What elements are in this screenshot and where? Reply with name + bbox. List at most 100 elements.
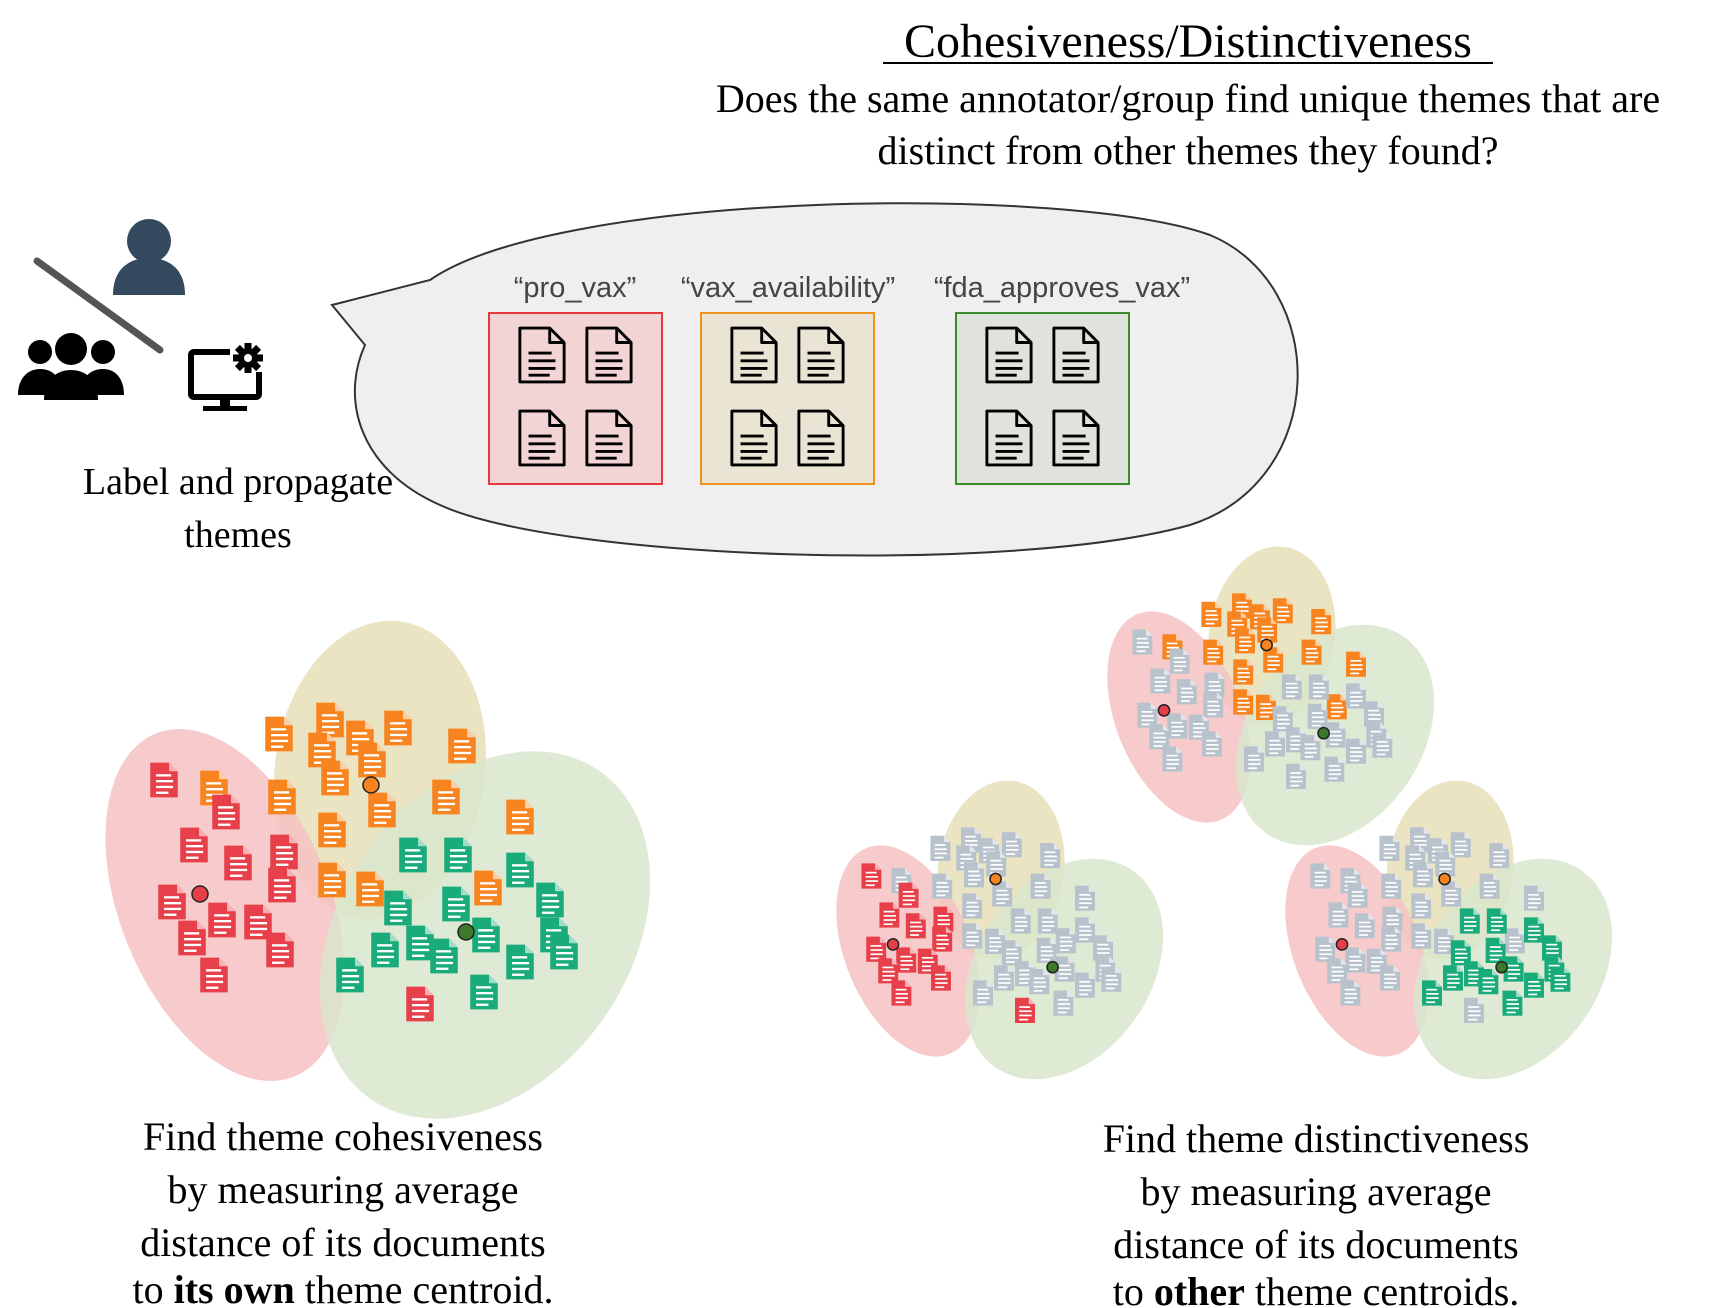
document-marker bbox=[1328, 902, 1349, 928]
document-marker bbox=[1265, 731, 1285, 757]
document-marker bbox=[1263, 647, 1284, 673]
theme-box bbox=[488, 312, 663, 485]
distinctiveness-cluster-plot-green bbox=[1285, 780, 1613, 1080]
document-marker bbox=[973, 980, 993, 1006]
centroid-marker bbox=[886, 938, 900, 951]
document-marker bbox=[1524, 885, 1544, 911]
caption-line: to its own theme centroid. bbox=[132, 1267, 553, 1308]
document-marker bbox=[1281, 674, 1302, 700]
document-marker bbox=[1256, 694, 1276, 720]
document-marker bbox=[1272, 598, 1293, 624]
person-icon bbox=[113, 219, 185, 295]
document-marker bbox=[1132, 629, 1153, 655]
document-marker bbox=[1203, 692, 1224, 718]
document-marker bbox=[1053, 990, 1074, 1016]
document-marker bbox=[1486, 908, 1507, 934]
document-marker bbox=[932, 873, 953, 899]
caption-line: Find theme cohesiveness bbox=[143, 1114, 543, 1159]
document-marker bbox=[1235, 628, 1255, 654]
document-marker bbox=[200, 957, 228, 993]
document-marker bbox=[992, 881, 1013, 907]
document-marker bbox=[861, 863, 882, 889]
document-marker bbox=[474, 870, 502, 906]
document-marker bbox=[1169, 648, 1190, 674]
document-marker bbox=[1233, 689, 1254, 715]
document-marker bbox=[1459, 908, 1480, 934]
document-marker bbox=[1325, 722, 1346, 748]
document-marker bbox=[1162, 746, 1183, 772]
document-marker bbox=[1301, 639, 1322, 665]
document-marker bbox=[1075, 917, 1095, 943]
actors-label-line-2: themes bbox=[184, 514, 292, 556]
theme-label: “fda_approves_vax” bbox=[934, 272, 1190, 304]
document-marker bbox=[1443, 965, 1463, 991]
document-marker bbox=[1478, 969, 1499, 995]
document-marker bbox=[318, 862, 346, 898]
document-marker bbox=[1036, 937, 1057, 963]
document-marker bbox=[1233, 659, 1254, 685]
document-marker bbox=[224, 845, 252, 881]
document-marker bbox=[316, 702, 344, 738]
centroid-marker bbox=[1335, 938, 1349, 951]
document-marker bbox=[962, 923, 983, 949]
document-marker bbox=[444, 837, 472, 873]
document-marker bbox=[1435, 851, 1456, 877]
document-marker bbox=[308, 732, 336, 768]
centroid-marker bbox=[989, 872, 1002, 886]
document-marker bbox=[1310, 863, 1331, 889]
theme-vax-availability: “vax_availability” bbox=[681, 272, 895, 485]
caption-line: distance of its documents bbox=[140, 1220, 545, 1265]
document-marker bbox=[406, 986, 434, 1022]
document-marker bbox=[1137, 702, 1158, 728]
document-marker bbox=[1504, 928, 1525, 954]
document-marker bbox=[1550, 966, 1571, 992]
document-marker bbox=[985, 928, 1005, 954]
document-marker bbox=[266, 932, 294, 968]
document-marker bbox=[432, 779, 460, 815]
theme-fda-approves-vax: “fda_approves_vax” bbox=[934, 272, 1190, 485]
document-marker bbox=[1202, 731, 1222, 757]
document-marker bbox=[1030, 873, 1051, 899]
document-marker bbox=[1346, 738, 1366, 764]
document-marker bbox=[180, 827, 208, 863]
document-marker bbox=[1203, 639, 1224, 665]
document-marker bbox=[1489, 843, 1510, 869]
document-marker bbox=[879, 902, 900, 928]
document-marker bbox=[1422, 980, 1442, 1006]
centroid-marker bbox=[362, 776, 380, 794]
document-marker bbox=[368, 792, 396, 828]
document-marker bbox=[1450, 832, 1471, 858]
document-marker bbox=[1201, 601, 1222, 627]
cohesiveness-cluster-plot bbox=[105, 620, 651, 1119]
document-marker bbox=[1015, 997, 1035, 1023]
document-marker bbox=[1485, 937, 1506, 963]
document-marker bbox=[1524, 917, 1544, 943]
document-marker bbox=[994, 965, 1014, 991]
document-marker bbox=[1380, 965, 1400, 991]
document-marker bbox=[1354, 913, 1375, 939]
document-marker bbox=[1300, 735, 1321, 761]
document-marker bbox=[932, 926, 953, 952]
theme-label: “pro_vax” bbox=[514, 272, 637, 304]
document-marker bbox=[244, 904, 272, 940]
document-marker bbox=[430, 938, 458, 974]
document-marker bbox=[1150, 668, 1171, 694]
document-marker bbox=[268, 867, 296, 903]
document-marker bbox=[866, 936, 887, 962]
document-marker bbox=[470, 974, 498, 1010]
document-marker bbox=[1167, 713, 1188, 739]
document-marker bbox=[1272, 706, 1293, 732]
question-line-2: distinct from other themes they found? bbox=[878, 128, 1499, 173]
centroid-marker bbox=[1438, 872, 1451, 886]
document-marker bbox=[336, 957, 364, 993]
document-marker bbox=[1010, 908, 1031, 934]
document-marker bbox=[550, 934, 578, 970]
document-marker bbox=[208, 902, 236, 938]
document-marker bbox=[1347, 882, 1368, 908]
document-marker bbox=[1464, 997, 1484, 1023]
document-marker bbox=[1345, 947, 1366, 973]
document-marker bbox=[1037, 908, 1058, 934]
document-marker bbox=[1040, 843, 1061, 869]
document-marker bbox=[930, 835, 951, 861]
document-marker bbox=[891, 980, 912, 1006]
